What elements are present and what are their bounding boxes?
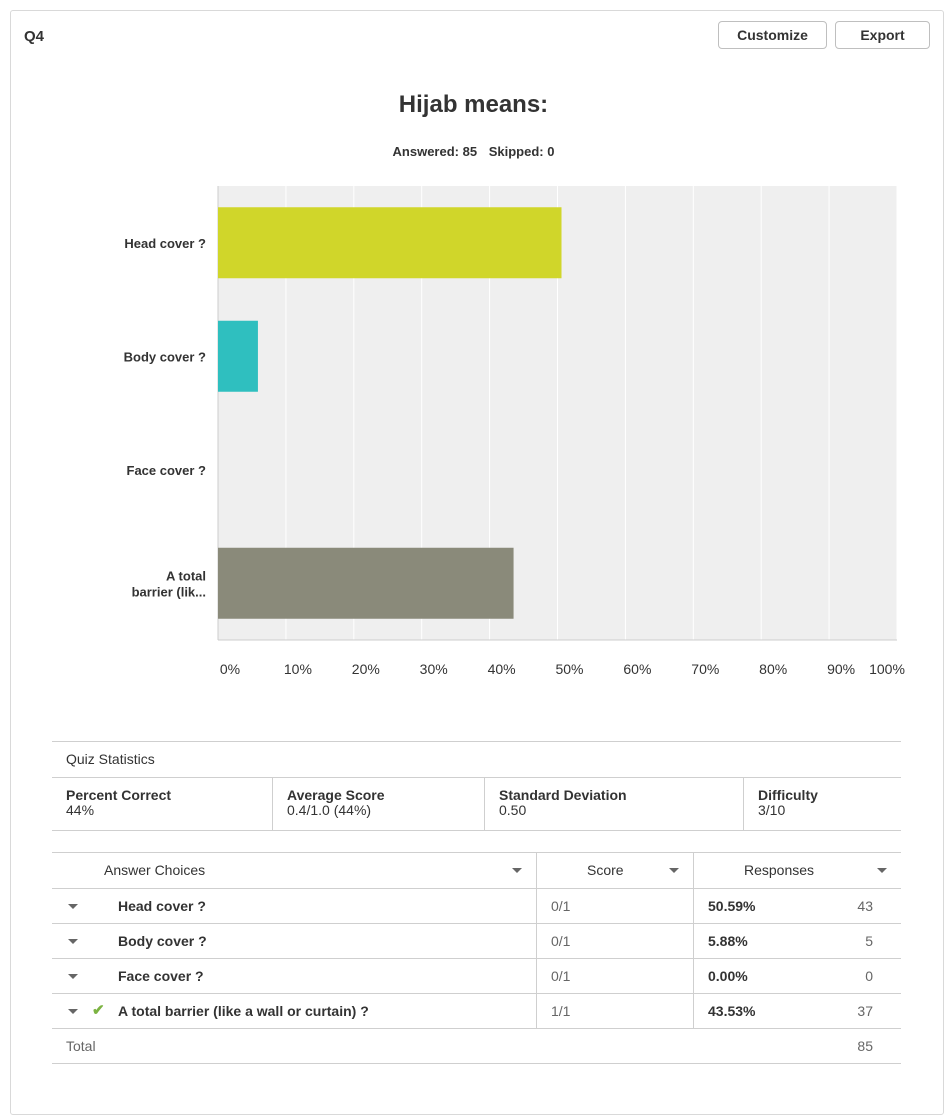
stat-value: 0.4/1.0 (44%) <box>287 802 372 818</box>
stat-average-score: Average Score 0.4/1.0 (44%) <box>273 778 485 830</box>
column-header-label: Answer Choices <box>104 862 206 878</box>
expand-caret-icon[interactable] <box>68 904 78 909</box>
responses-cell: 50.59% 43 <box>694 889 901 923</box>
response-percent: 0.00% <box>708 968 748 984</box>
bar <box>218 320 258 392</box>
x-tick-label: 60% <box>623 661 651 677</box>
score-value: 0/1 <box>551 933 571 949</box>
answer-choices-table: Answer Choices Score Responses Head cove… <box>52 852 901 1064</box>
expand-caret-icon[interactable] <box>68 1009 78 1014</box>
column-header-responses[interactable]: Responses <box>694 853 901 888</box>
stat-standard-deviation: Standard Deviation 0.50 <box>485 778 744 830</box>
total-count: 85 <box>857 1038 873 1054</box>
answer-choice-cell: Face cover ? <box>52 959 537 993</box>
x-tick-label: 0% <box>220 661 240 677</box>
responses-cell: 43.53% 37 <box>694 994 901 1028</box>
question-number: Q4 <box>24 28 45 45</box>
response-count: 0 <box>865 968 873 984</box>
category-label: Body cover ? <box>124 349 206 364</box>
expand-caret-icon[interactable] <box>68 974 78 979</box>
quiz-statistics-row: Percent Correct 44% Average Score 0.4/1.… <box>52 778 901 831</box>
x-tick-label: 80% <box>759 661 787 677</box>
x-tick-label: 50% <box>555 661 583 677</box>
response-percent: 50.59% <box>708 898 756 914</box>
response-percent: 5.88% <box>708 933 748 949</box>
answer-choice-cell: ✔ A total barrier (like a wall or curtai… <box>52 994 537 1028</box>
response-count: 43 <box>857 898 873 914</box>
quiz-statistics: Quiz Statistics Percent Correct 44% Aver… <box>52 741 901 831</box>
answer-choice-cell: Head cover ? <box>52 889 537 923</box>
question-title: Hijab means: <box>398 91 549 118</box>
sort-caret-icon[interactable] <box>669 868 679 873</box>
table-row: Head cover ? 0/1 50.59% 43 <box>52 889 901 924</box>
bar <box>218 547 514 619</box>
stat-value: 3/10 <box>758 802 786 818</box>
export-button[interactable]: Export <box>835 21 930 49</box>
answer-choice-cell: Body cover ? <box>52 924 537 958</box>
table-row: ✔ A total barrier (like a wall or curtai… <box>52 994 901 1029</box>
stat-value: 0.50 <box>499 802 527 818</box>
stat-label: Standard Deviation <box>499 787 627 803</box>
skipped-count: Skipped: 0 <box>488 144 555 159</box>
score-value: 0/1 <box>551 898 571 914</box>
score-cell: 1/1 <box>537 994 694 1028</box>
score-value: 0/1 <box>551 968 571 984</box>
stat-difficulty: Difficulty 3/10 <box>744 778 901 830</box>
stat-label: Difficulty <box>758 787 818 803</box>
responses-cell: 0.00% 0 <box>694 959 901 993</box>
table-row: Body cover ? 0/1 5.88% 5 <box>52 924 901 959</box>
x-tick-label: 70% <box>691 661 719 677</box>
stat-label: Percent Correct <box>66 787 172 803</box>
x-tick-label: 30% <box>420 661 448 677</box>
score-value: 1/1 <box>551 1003 571 1019</box>
x-tick-label: 90% <box>827 661 855 677</box>
response-count: 37 <box>857 1003 873 1019</box>
stat-label: Average Score <box>287 787 385 803</box>
expand-caret-icon[interactable] <box>68 939 78 944</box>
table-row: Face cover ? 0/1 0.00% 0 <box>52 959 901 994</box>
column-header-label: Responses <box>744 862 815 878</box>
x-tick-label: 100% <box>869 661 905 677</box>
customize-button[interactable]: Customize <box>718 21 827 49</box>
responses-cell: 5.88% 5 <box>694 924 901 958</box>
answered-summary: Answered: 85 Skipped: 0 <box>0 144 947 159</box>
sort-caret-icon[interactable] <box>877 868 887 873</box>
x-tick-label: 40% <box>488 661 516 677</box>
answer-label: Head cover ? <box>118 898 206 914</box>
score-cell: 0/1 <box>537 924 694 958</box>
bar <box>218 207 562 279</box>
total-row: Total 85 <box>52 1029 901 1064</box>
bar-chart: 0% 10% 20% 30% 40% 50% 60% 70% 80% 90% 100% Head co… <box>124 186 905 677</box>
x-tick-label: 20% <box>352 661 380 677</box>
category-label: A total <box>166 568 206 583</box>
response-count: 5 <box>865 933 873 949</box>
table-header: Answer Choices Score Responses <box>52 852 901 889</box>
answer-label: A total barrier (like a wall or curtain)… <box>118 1003 369 1019</box>
score-cell: 0/1 <box>537 959 694 993</box>
answered-count: Answered: 85 <box>392 144 478 159</box>
response-percent: 43.53% <box>708 1003 756 1019</box>
column-header-score[interactable]: Score <box>537 853 694 888</box>
category-label: barrier (lik... <box>132 584 206 599</box>
column-header-label: Score <box>587 862 624 878</box>
category-label: Head cover ? <box>124 236 206 251</box>
sort-caret-icon[interactable] <box>512 868 522 873</box>
answer-label: Face cover ? <box>118 968 204 984</box>
category-label: Face cover ? <box>127 463 207 478</box>
stat-value: 44% <box>66 802 95 818</box>
total-label: Total <box>66 1038 96 1054</box>
column-header-answer-choices[interactable]: Answer Choices <box>52 853 537 888</box>
x-tick-label: 10% <box>284 661 312 677</box>
stat-percent-correct: Percent Correct 44% <box>52 778 273 830</box>
score-cell: 0/1 <box>537 889 694 923</box>
answer-label: Body cover ? <box>118 933 207 949</box>
quiz-statistics-header: Quiz Statistics <box>52 741 901 778</box>
correct-check-icon: ✔ <box>92 1002 105 1019</box>
